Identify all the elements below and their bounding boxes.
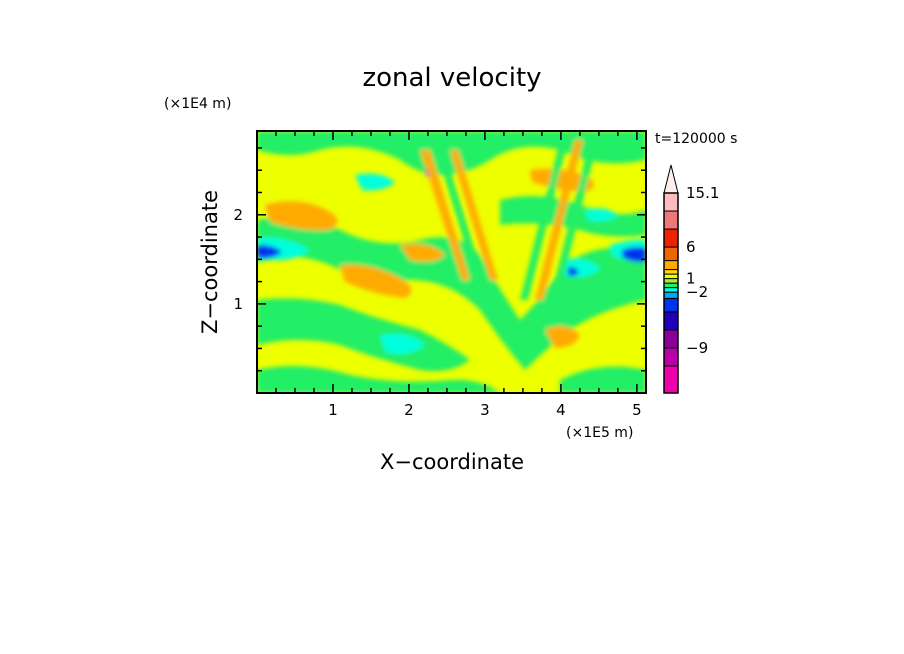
chart-title: zonal velocity xyxy=(362,63,541,93)
colorbar xyxy=(663,164,679,394)
contour-green-3 xyxy=(257,298,470,372)
colorbar-segment xyxy=(663,365,679,394)
contour-cyan-3 xyxy=(380,333,425,354)
contour-orange-3 xyxy=(530,168,594,192)
contour-wave-4 xyxy=(520,140,568,300)
x-axis-unit: (×1E5 m) xyxy=(566,425,633,441)
contour-orange-4 xyxy=(545,326,580,348)
colorbar-segment xyxy=(663,246,679,262)
contour-orange-1 xyxy=(265,201,338,231)
colorbar-labels: 15.1 6 1−2 −9 xyxy=(686,184,719,357)
colorbar-segment xyxy=(663,278,679,284)
colorbar-frame xyxy=(663,192,679,394)
time-label: t=120000 s xyxy=(655,131,737,147)
colorbar-segment xyxy=(663,260,679,271)
y-tick-label: 2 xyxy=(233,206,243,224)
colorbar-segment xyxy=(663,297,679,313)
contour-blue-1 xyxy=(257,244,282,259)
colorbar-segment xyxy=(663,210,679,230)
colorbar-label: 6 xyxy=(686,238,696,256)
contour-wave-1 xyxy=(420,150,470,280)
y-axis-unit: (×1E4 m) xyxy=(164,96,231,112)
x-tick-label: 5 xyxy=(632,401,642,419)
x-tick-labels: 1 2 3 4 5 xyxy=(328,401,641,419)
contour-green-4 xyxy=(257,366,500,393)
x-axis-label: X−coordinate xyxy=(380,450,524,474)
colorbar-segment xyxy=(663,192,679,212)
plot-frame xyxy=(256,130,647,394)
colorbar-label: −2 xyxy=(686,283,708,301)
y-tick-label: 1 xyxy=(233,295,243,313)
colorbar-segment xyxy=(663,287,679,293)
contour-orange-5 xyxy=(400,243,445,262)
contour-cyan-2 xyxy=(355,173,395,191)
colorbar-segment xyxy=(663,291,679,299)
colorbar-extend-arrow xyxy=(663,164,679,194)
x-tick-label: 2 xyxy=(404,401,414,419)
contour-wave-2 xyxy=(436,150,484,280)
colorbar-label: −9 xyxy=(686,339,708,357)
contour-blue-2 xyxy=(622,246,646,263)
x-tick-label: 3 xyxy=(480,401,490,419)
contour-wave-3 xyxy=(450,150,498,280)
contour-wave-5 xyxy=(535,140,583,300)
contour-wave-6 xyxy=(550,140,598,300)
x-tick-label: 4 xyxy=(556,401,566,419)
contour-orange-2 xyxy=(340,264,412,298)
x-tick-label: 1 xyxy=(328,401,338,419)
colorbar-segment xyxy=(663,347,679,367)
axis-ticks xyxy=(257,131,646,393)
contour-green-5 xyxy=(560,366,646,393)
colorbar-segment xyxy=(663,273,679,280)
colorbar-segment xyxy=(663,282,679,289)
y-tick-labels: 12 xyxy=(233,206,243,313)
contour-cyan-5 xyxy=(585,208,618,222)
y-axis-label: Z−coordinate xyxy=(198,190,222,334)
colorbar-label: 15.1 xyxy=(686,184,719,202)
contour-blue-4 xyxy=(568,267,579,276)
colorbar-label: 1 xyxy=(686,270,696,288)
colorbar-segment xyxy=(663,228,679,248)
colorbar-segment xyxy=(663,269,679,275)
colorbar-segment xyxy=(663,329,679,349)
colorbar-segment xyxy=(663,311,679,331)
